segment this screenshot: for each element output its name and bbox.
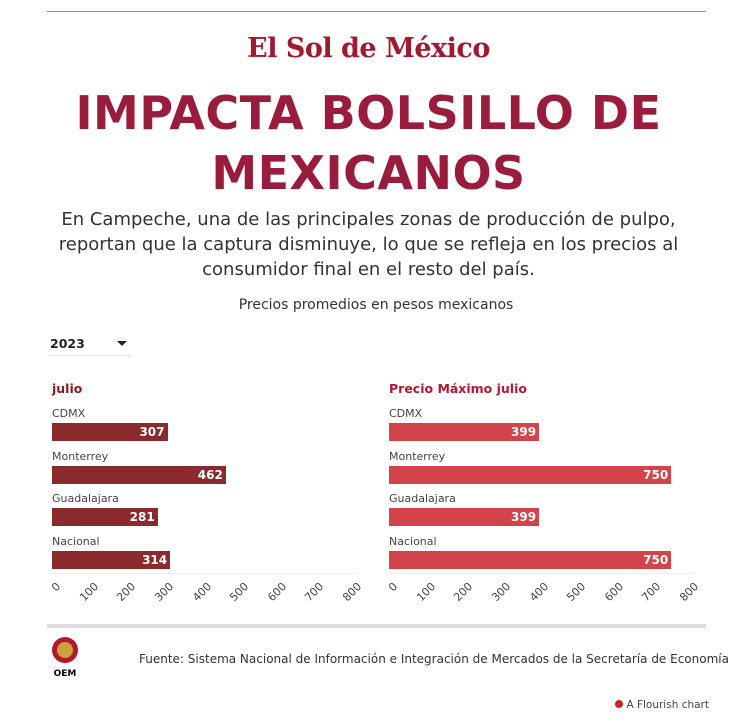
x-tick-label: 0 <box>386 580 401 595</box>
logo: El Sol de México <box>247 33 490 64</box>
x-tick-label: 100 <box>76 580 101 605</box>
x-axis-line <box>52 573 357 574</box>
top-divider <box>47 11 706 12</box>
x-axis-line <box>389 573 694 574</box>
year-value: 2023 <box>50 336 85 351</box>
x-tick-label: 300 <box>489 580 514 605</box>
bar-value-label: 314 <box>142 552 168 567</box>
bar-value-label: 281 <box>129 510 155 525</box>
footer-divider <box>47 624 706 628</box>
category-label: Guadalajara <box>52 492 119 506</box>
bar: 750 <box>389 550 672 569</box>
oem-logo: OEM <box>52 637 78 678</box>
x-tick-label: 300 <box>152 580 177 605</box>
category-label: CDMX <box>389 407 423 420</box>
x-tick-label: 400 <box>189 580 214 605</box>
subtitle: En Campeche, una de las principales zona… <box>58 209 679 280</box>
bar: 314 <box>52 550 171 569</box>
bar-value-label: 750 <box>643 467 669 482</box>
caret-down-icon <box>117 341 127 346</box>
bar-value-label: 399 <box>511 425 537 439</box>
x-tick-label: 600 <box>264 580 289 605</box>
x-tick-label: 200 <box>114 580 139 605</box>
bar-value-label: 399 <box>511 510 537 525</box>
category-label: Guadalajara <box>389 492 456 506</box>
panel-title: Precio Máximo julio <box>389 381 527 396</box>
panel-title: julio <box>52 381 83 396</box>
x-tick-label: 800 <box>340 580 365 605</box>
unit-note: Precios promedios en pesos mexicanos <box>238 297 514 313</box>
flourish-label: A Flourish chart <box>626 699 709 711</box>
x-tick-label: 600 <box>601 580 626 605</box>
bar-value-label: 307 <box>139 425 165 439</box>
bar-value-label: 750 <box>643 552 669 567</box>
category-label: Nacional <box>52 534 100 548</box>
flourish-link[interactable]: A Flourish chart <box>615 699 709 711</box>
page-title: IMPACTA BOLSILLO DE MEXICANOS <box>75 86 662 200</box>
category-label: Monterrey <box>52 449 109 463</box>
x-tick-label: 0 <box>49 580 64 595</box>
x-tick-label: 700 <box>639 580 664 605</box>
category-label: Monterrey <box>389 449 446 463</box>
source-note: Fuente: Sistema Nacional de Información … <box>139 652 729 666</box>
x-tick-label: 500 <box>564 580 589 605</box>
x-tick-label: 100 <box>413 580 438 605</box>
bar: 281 <box>52 508 158 527</box>
bar: 462 <box>52 465 226 484</box>
x-tick-label: 700 <box>302 580 327 605</box>
year-dropdown[interactable]: 2023 <box>48 330 131 356</box>
flourish-icon <box>615 700 624 708</box>
bar: 307 <box>52 423 168 441</box>
bar: 399 <box>389 508 540 527</box>
x-tick-label: 800 <box>677 580 702 605</box>
x-tick-label: 200 <box>451 580 476 605</box>
category-label: CDMX <box>52 407 86 420</box>
category-label: Nacional <box>389 534 437 548</box>
svg-text:OEM: OEM <box>54 669 77 678</box>
bar-value-label: 462 <box>197 467 223 482</box>
bar: 399 <box>389 423 540 441</box>
x-tick-label: 400 <box>526 580 551 605</box>
bar: 750 <box>389 465 672 484</box>
x-tick-label: 500 <box>227 580 252 605</box>
